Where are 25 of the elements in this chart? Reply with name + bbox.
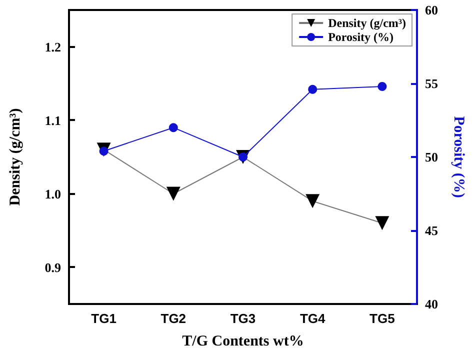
y2-tick-label: 40	[425, 296, 438, 312]
x-tick-label: TG3	[230, 311, 256, 326]
y2-tick-label: 45	[425, 223, 438, 238]
point	[168, 123, 178, 132]
point	[306, 194, 320, 208]
point	[308, 84, 318, 94]
y-tick-label: 1.2	[44, 39, 61, 54]
y2-axis-title: Porosity (%)	[450, 116, 466, 198]
y2-tick-label: 55	[425, 76, 438, 91]
legend-label: Porosity (%)	[328, 30, 394, 44]
y-axis-title: Density (g/cm³)	[8, 108, 24, 206]
x-tick-label: TG4	[300, 311, 326, 326]
point	[166, 186, 180, 201]
y2-tick-label: 60	[425, 2, 438, 18]
x-tick-label: TG2	[160, 311, 186, 326]
point	[378, 82, 387, 91]
x-tick-label: TG1	[91, 311, 116, 326]
y-tick-label: 0.9	[44, 260, 62, 275]
y-tick-label: 1.0	[44, 186, 61, 202]
x-tick-label: TG5	[370, 311, 395, 326]
y-tick-label: 1.1	[44, 112, 61, 128]
y2-tick-label: 50	[425, 150, 438, 164]
x-axis-title: T/G Contents wt%	[182, 334, 304, 350]
point	[375, 216, 390, 230]
legend-label: Density (g/cm³)	[328, 16, 406, 30]
